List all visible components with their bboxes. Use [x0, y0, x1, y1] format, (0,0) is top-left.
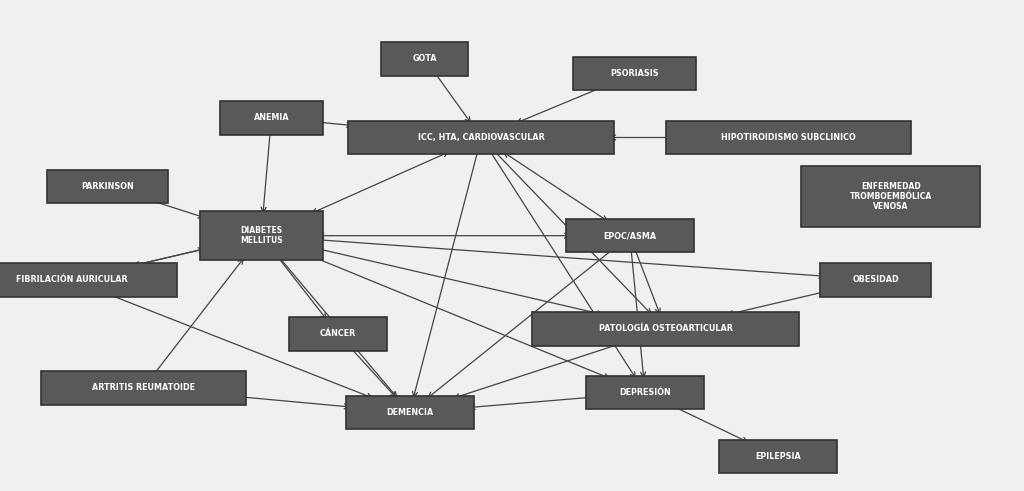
FancyBboxPatch shape: [348, 121, 614, 154]
FancyBboxPatch shape: [573, 57, 696, 90]
Text: ARTRITIS REUMATOIDE: ARTRITIS REUMATOIDE: [92, 383, 195, 392]
Text: DEPRESIÓN: DEPRESIÓN: [620, 388, 671, 397]
Text: ENFERMEDAD
TROMBOEMBÓLICA
VENOSA: ENFERMEDAD TROMBOEMBÓLICA VENOSA: [850, 182, 932, 211]
FancyBboxPatch shape: [41, 371, 246, 405]
FancyBboxPatch shape: [346, 396, 473, 429]
Text: DEMENCIA: DEMENCIA: [386, 408, 433, 417]
Text: EPILEPSIA: EPILEPSIA: [756, 452, 801, 461]
Text: OBESIDAD: OBESIDAD: [852, 275, 899, 284]
FancyBboxPatch shape: [532, 312, 799, 346]
Text: HIPOTIROIDISMO SUBCLINICO: HIPOTIROIDISMO SUBCLINICO: [721, 133, 856, 142]
Text: ICC, HTA, CARDIOVASCULAR: ICC, HTA, CARDIOVASCULAR: [418, 133, 545, 142]
Text: CÁNCER: CÁNCER: [319, 329, 356, 338]
FancyBboxPatch shape: [200, 211, 323, 260]
Text: PSORIASIS: PSORIASIS: [610, 69, 659, 78]
FancyBboxPatch shape: [220, 101, 323, 135]
FancyBboxPatch shape: [290, 317, 387, 351]
FancyBboxPatch shape: [565, 219, 694, 252]
FancyBboxPatch shape: [586, 376, 705, 409]
FancyBboxPatch shape: [666, 121, 911, 154]
FancyBboxPatch shape: [801, 166, 981, 227]
Text: GOTA: GOTA: [413, 55, 437, 63]
Text: FIBRILACIÓN AURICULAR: FIBRILACIÓN AURICULAR: [15, 275, 128, 284]
FancyBboxPatch shape: [820, 263, 931, 297]
Text: PATOLOGÍA OSTEOARTICULAR: PATOLOGÍA OSTEOARTICULAR: [599, 325, 732, 333]
FancyBboxPatch shape: [47, 170, 168, 203]
Text: ANEMIA: ANEMIA: [254, 113, 289, 122]
Text: PARKINSON: PARKINSON: [81, 182, 134, 191]
FancyBboxPatch shape: [0, 263, 177, 297]
Text: DIABETES
MELLITUS: DIABETES MELLITUS: [240, 226, 283, 245]
Text: EPOC/ASMA: EPOC/ASMA: [603, 231, 656, 240]
FancyBboxPatch shape: [381, 42, 469, 76]
FancyBboxPatch shape: [719, 440, 838, 473]
